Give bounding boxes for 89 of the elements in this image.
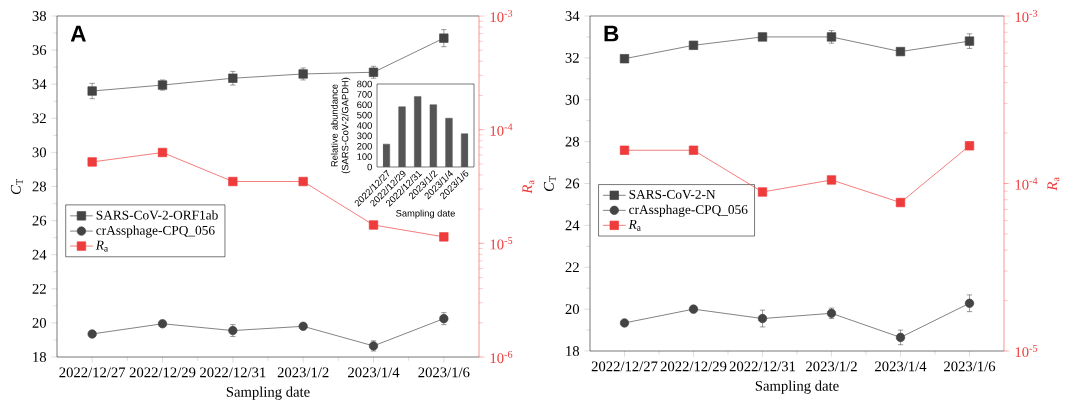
y-tick-label: 100	[357, 153, 372, 160]
x-tick-label: 2023/1/4	[348, 367, 400, 378]
legend-label: crAssphage-CPQ_056	[96, 225, 215, 238]
point	[439, 232, 449, 242]
y-tick-label: 36	[32, 45, 47, 56]
y-tick-label: 22	[32, 283, 46, 294]
y-tick-label: 28	[32, 181, 47, 192]
y2-tick-label: 10$^{-5}$	[490, 237, 513, 250]
point	[619, 54, 630, 64]
point	[157, 147, 168, 158]
y-tick-label: 200	[357, 142, 372, 150]
point	[298, 176, 308, 187]
point	[619, 318, 630, 328]
y2-axis-title: R$_{a}$	[522, 180, 535, 194]
legend-label: SARS-CoV-2-N	[629, 189, 716, 199]
y-tick-label: 26	[565, 178, 580, 189]
y-tick-label: 34	[565, 11, 580, 21]
y-tick-label: 30	[565, 94, 580, 105]
x-tick-label: 2022/12/27	[591, 361, 658, 372]
point	[368, 220, 379, 230]
legend-label: R$_{a}$	[95, 240, 108, 252]
legend-label: R$_{a}$	[628, 219, 641, 231]
y-tick-label: 32	[32, 113, 46, 124]
y-tick-label: 20	[565, 304, 580, 315]
point	[757, 187, 768, 197]
y-tick-label: 34	[32, 79, 47, 90]
point	[757, 313, 768, 324]
point	[964, 141, 975, 151]
legend-label: SARS-CoV-2-ORF1ab	[96, 210, 218, 220]
y-tick-label: 600	[357, 101, 372, 109]
y-tick-label: 28	[565, 136, 580, 147]
y-tick-label: 38	[32, 11, 47, 21]
y-tick-label: 18	[566, 346, 580, 356]
point	[826, 175, 837, 185]
x-tick-label: 2022/12/29	[660, 361, 727, 372]
y-tick-label: 0	[367, 163, 372, 171]
y-tick-label: 700	[357, 91, 372, 98]
x-axis-title: Sampling date	[396, 209, 455, 219]
y-tick-label: 18	[33, 352, 47, 362]
y-tick-label: 300	[357, 132, 372, 140]
y-axis-title: Relative abundance (SARS-CoV-2/GAPDH)	[330, 77, 351, 174]
x-axis-title: Sampling date	[755, 380, 839, 394]
x-tick-label: 2022/12/31	[200, 367, 266, 378]
y-tick-label: 30	[32, 147, 47, 158]
point	[688, 40, 699, 50]
point	[157, 319, 168, 329]
x-tick-label: 2023/1/2	[806, 361, 857, 372]
point	[439, 33, 449, 43]
y-tick-label: 24	[565, 220, 580, 231]
point	[87, 329, 97, 339]
y-axis-title: C$_{T}$	[10, 178, 23, 195]
x-tick-label: 2023/1/6	[944, 361, 996, 372]
chart-title: B	[604, 25, 619, 42]
point	[228, 176, 238, 187]
y2-axis-title: R$_{a}$	[1047, 177, 1060, 191]
x-tick-label: 2022/12/29	[129, 367, 196, 378]
x-tick-label: 2023/1/2	[277, 367, 329, 378]
y2-tick-label: 10$^{-5}$	[1015, 344, 1038, 358]
point	[757, 32, 768, 42]
x-tick-label: 2023/1/6	[418, 367, 470, 378]
point	[895, 332, 906, 342]
y2-tick-label: 10$^{-3}$	[490, 9, 513, 23]
x-tick-label: 2023/1/4	[875, 361, 927, 372]
point	[619, 145, 630, 155]
x-tick-label: 2022/12/31	[729, 361, 796, 372]
y2-tick-label: 10$^{-4}$	[490, 123, 513, 136]
x-tick-label: 2022/12/27	[59, 367, 126, 378]
chart-title: A	[70, 25, 86, 42]
y-tick-label: 22	[565, 262, 579, 273]
point	[688, 145, 699, 155]
point	[964, 298, 975, 308]
point	[298, 321, 308, 331]
y-tick-label: 500	[357, 111, 372, 119]
x-axis-title: Sampling date	[226, 386, 310, 400]
y2-tick-label: 10$^{-3}$	[1015, 9, 1038, 23]
point	[895, 46, 906, 57]
point	[87, 157, 97, 167]
y-tick-label: 800	[357, 80, 372, 88]
y-tick-label: 20	[32, 317, 47, 328]
y-tick-label: 32	[565, 52, 579, 63]
legend-label: crAssphage-CPQ_056	[629, 204, 748, 217]
y-axis-title: C$_{T}$	[543, 175, 556, 192]
y-tick-label: 400	[356, 122, 372, 129]
y2-tick-label: 10$^{-4}$	[1015, 177, 1038, 190]
point	[688, 304, 699, 314]
y-tick-label: 24	[32, 249, 47, 260]
y2-tick-label: 10$^{-6}$	[490, 350, 513, 364]
point	[895, 197, 906, 208]
y-tick-label: 26	[32, 215, 47, 226]
